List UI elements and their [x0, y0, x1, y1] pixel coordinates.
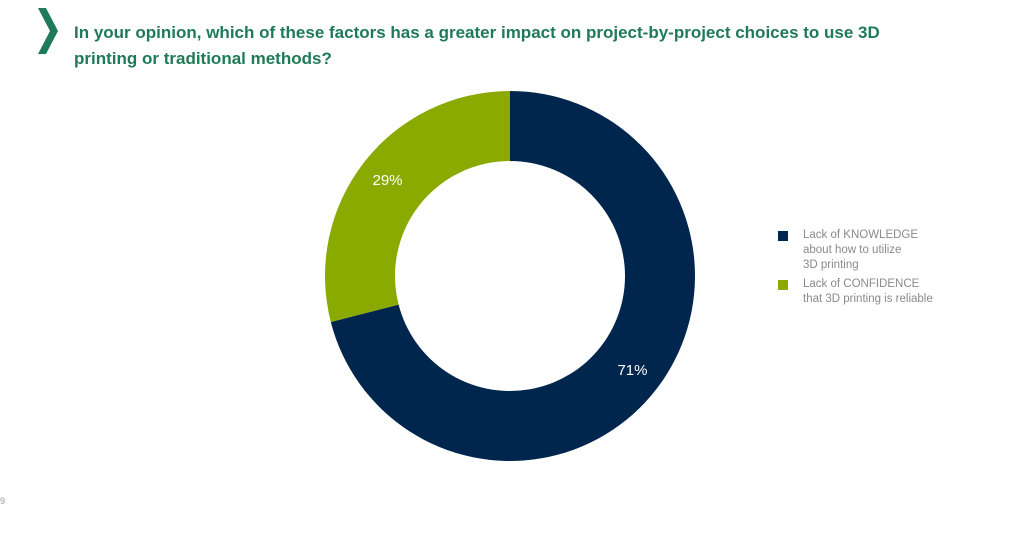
slice-knowledge [330, 91, 695, 461]
legend-item-knowledge: Lack of KNOWLEDGE about how to utilize 3… [778, 228, 978, 273]
legend-swatch-knowledge [778, 231, 788, 241]
legend-label-knowledge: Lack of KNOWLEDGE about how to utilize 3… [803, 229, 919, 271]
chart-legend: Lack of KNOWLEDGE about how to utilize 3… [778, 228, 978, 311]
page-title: In your opinion, which of these factors … [74, 23, 880, 68]
data-label-knowledge: 71% [617, 362, 647, 379]
chevron-icon [38, 8, 58, 54]
legend-item-confidence: Lack of CONFIDENCE that 3D printing is r… [778, 277, 978, 307]
data-label-confidence: 29% [373, 172, 403, 189]
slice-confidence [324, 91, 510, 323]
page-number: 9 [0, 496, 6, 506]
legend-label-confidence: Lack of CONFIDENCE that 3D printing is r… [803, 278, 933, 305]
legend-swatch-confidence [778, 280, 788, 290]
